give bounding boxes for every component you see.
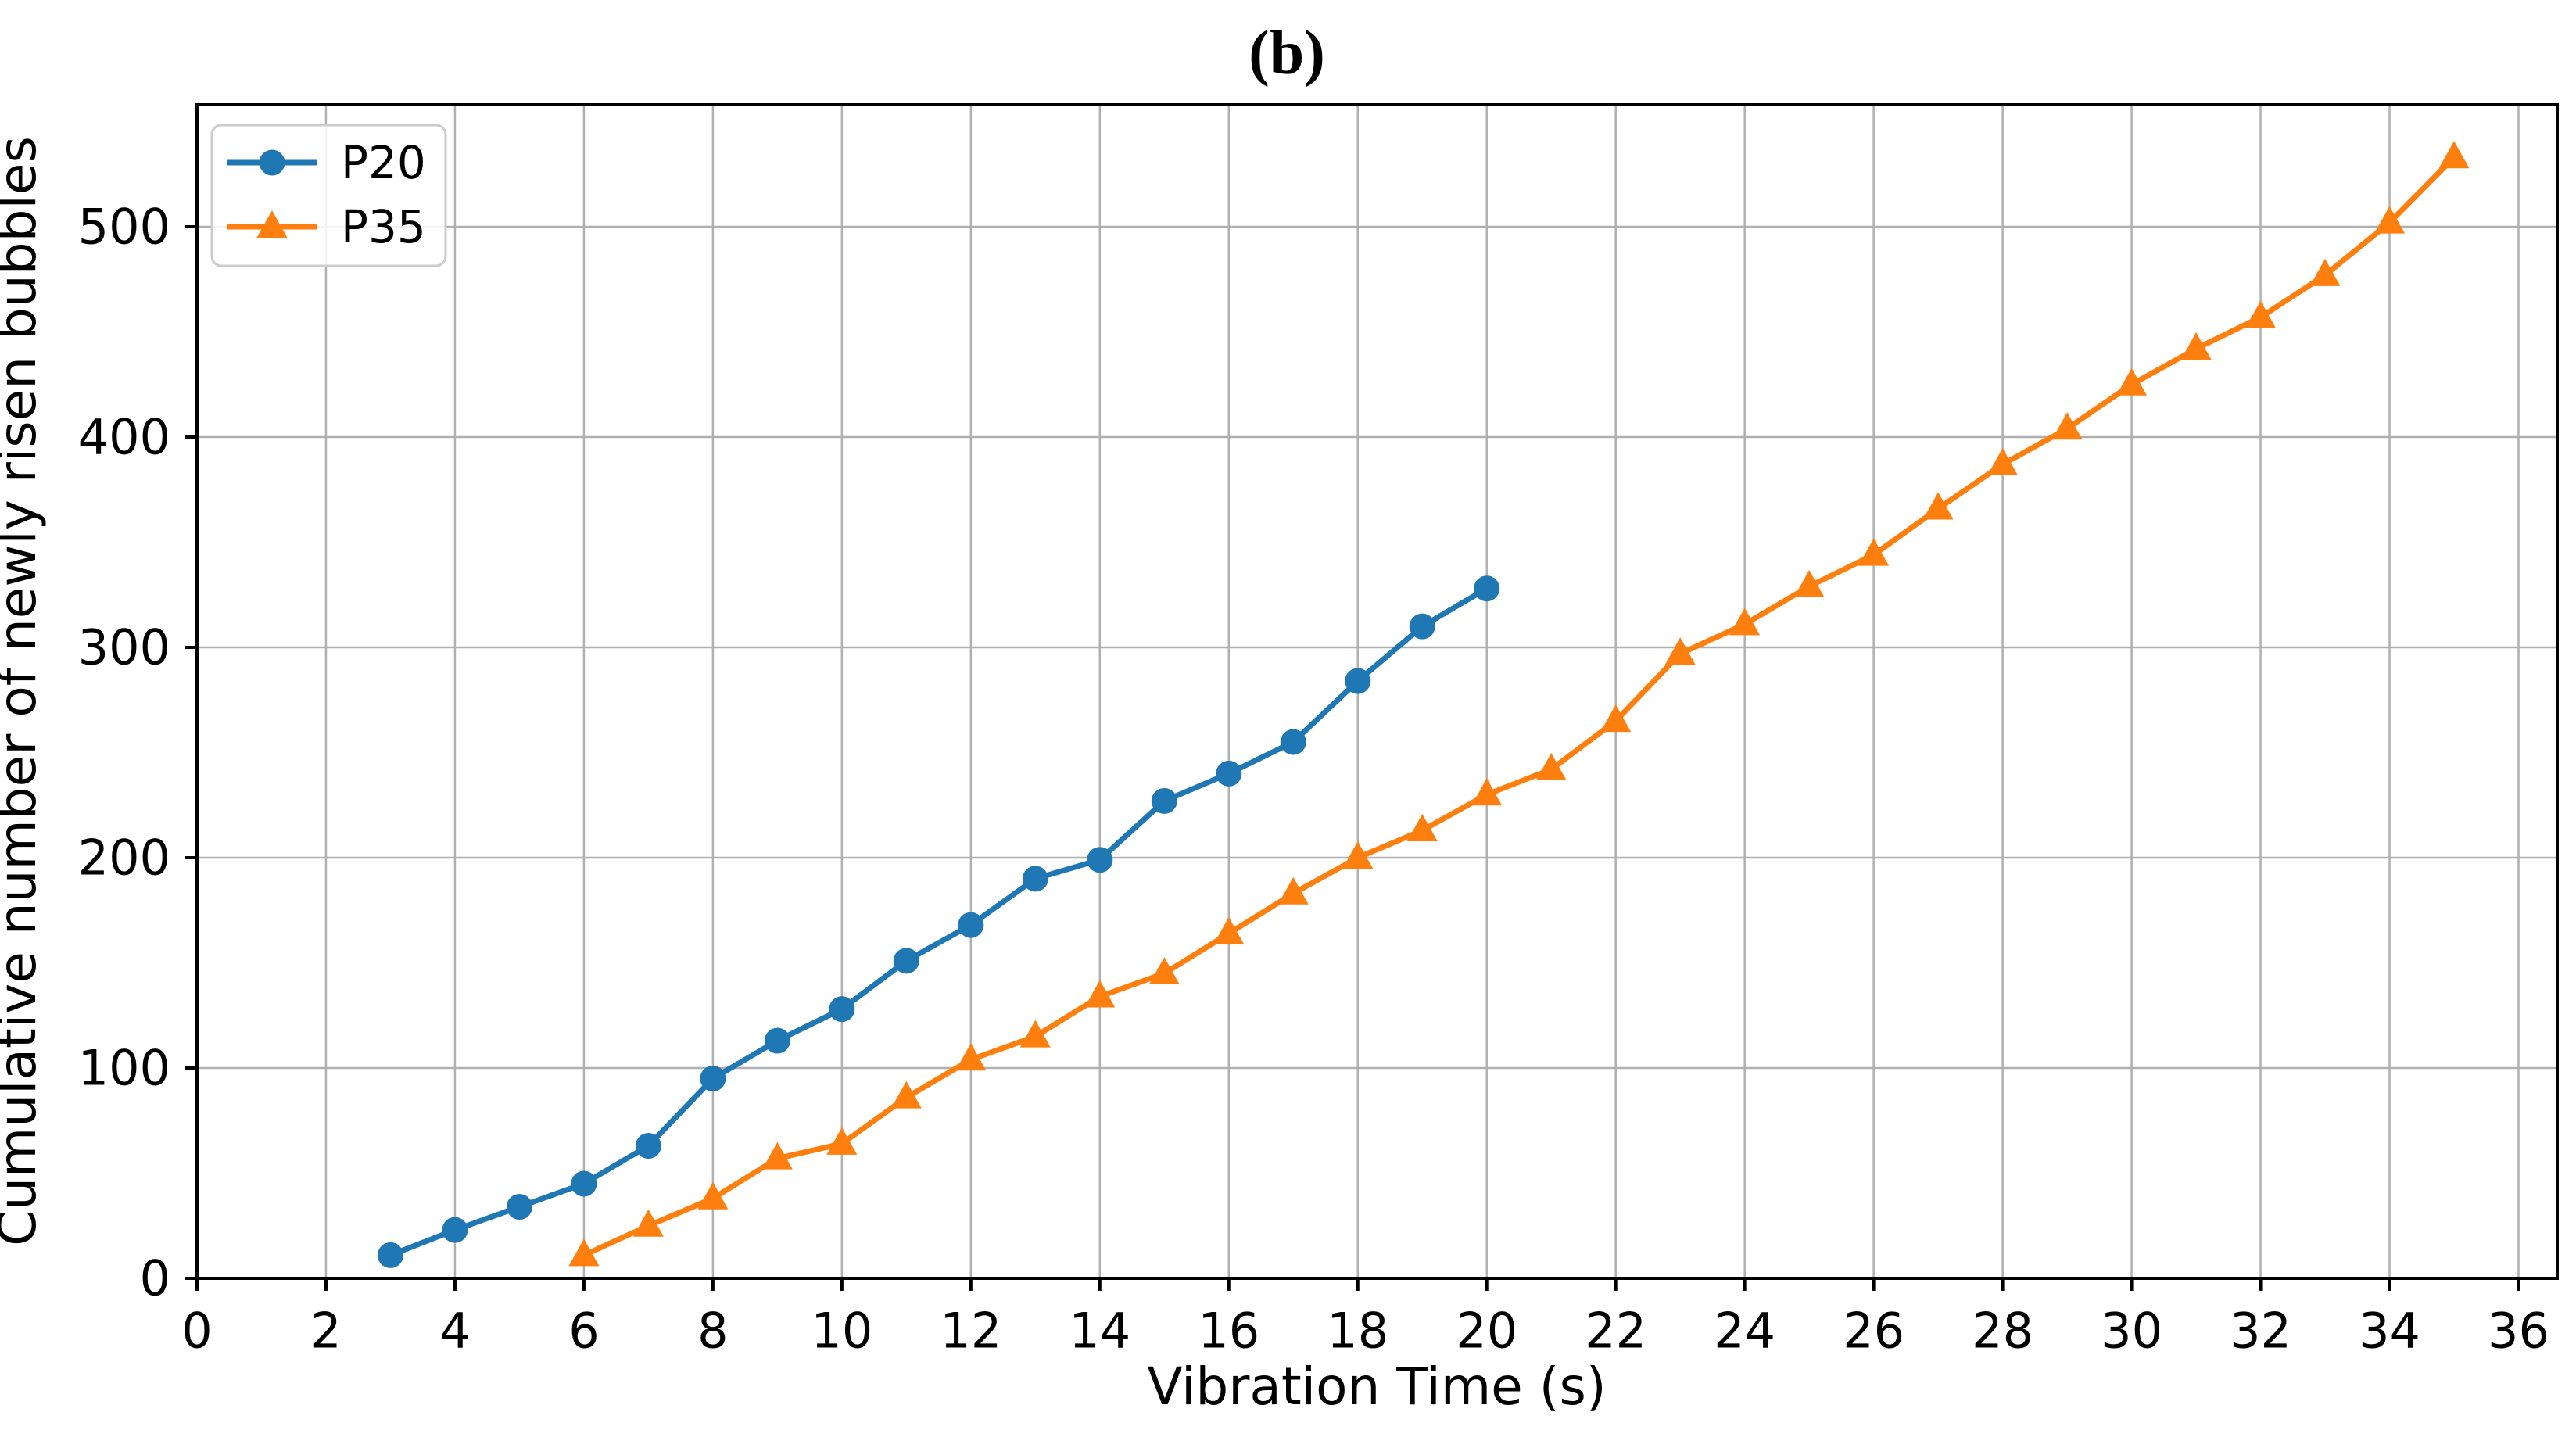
p35-marker-x16 <box>1213 916 1245 944</box>
chart-title: (b) <box>1249 19 1325 88</box>
y-tick-label-500: 500 <box>78 199 170 256</box>
p35-marker-x35 <box>2438 141 2470 169</box>
p35-marker-x12 <box>955 1043 987 1071</box>
p35-marker-x25 <box>1793 570 1825 598</box>
p20-line <box>387 586 1490 1258</box>
p35-marker-x19 <box>1406 814 1438 842</box>
p20-marker-x11 <box>893 948 919 974</box>
p20-marker-x16 <box>1216 760 1242 787</box>
p20-marker-x13 <box>1022 866 1048 892</box>
legend-sample-marker-p35 <box>256 210 288 238</box>
p35-marker-x31 <box>2180 332 2212 360</box>
y-tick-label-0: 0 <box>140 1250 170 1307</box>
p20-marker-x10 <box>829 996 855 1023</box>
p35-line <box>581 154 2457 1258</box>
x-tick-label-30: 30 <box>2101 1302 2162 1359</box>
y-tick-label-400: 400 <box>78 409 170 466</box>
x-tick-label-14: 14 <box>1069 1302 1130 1359</box>
p35-marker-x9 <box>761 1141 793 1170</box>
p35-marker-x29 <box>2051 412 2083 440</box>
legend-samples <box>227 149 317 238</box>
x-tick-label-28: 28 <box>1972 1302 2033 1359</box>
p20-marker-x18 <box>1345 668 1371 694</box>
p20-marker-x9 <box>764 1027 790 1054</box>
p20-marker-x6 <box>571 1170 597 1197</box>
y-tick-label-100: 100 <box>78 1040 170 1097</box>
p20-marker-x8 <box>700 1065 726 1091</box>
y-tick-label-300: 300 <box>78 619 170 676</box>
legend-label-p35: P35 <box>341 200 426 253</box>
y-axis-label: Cumulative number of newly risen bubbles <box>0 136 48 1246</box>
p20-marker-x20 <box>1474 575 1500 602</box>
p20-marker-x3 <box>377 1242 403 1268</box>
x-tick-label-8: 8 <box>697 1302 728 1359</box>
p35-marker-x22 <box>1600 704 1632 733</box>
p35-marker-x23 <box>1664 637 1696 665</box>
p20-marker-x17 <box>1280 729 1306 755</box>
p35-marker-x6 <box>568 1238 600 1267</box>
x-axis-ticks: 0 2 4 6 8 10 12 14 16 18 20 22 24 26 28 30 32 34 36 <box>181 1278 2549 1359</box>
legend-sample-marker-p20 <box>259 149 285 176</box>
p20-marker-x19 <box>1409 613 1435 640</box>
p35-marker-x13 <box>1019 1020 1051 1048</box>
p20-marker-x14 <box>1087 847 1113 873</box>
series-p20 <box>377 575 1500 1268</box>
p35-marker-x7 <box>632 1209 664 1237</box>
p20-marker-x7 <box>635 1133 661 1159</box>
p35-marker-x14 <box>1084 980 1116 1008</box>
p35-marker-x11 <box>890 1081 922 1109</box>
x-tick-label-12: 12 <box>940 1302 1001 1359</box>
p35-marker-x33 <box>2309 258 2341 286</box>
series-p35 <box>568 141 2470 1267</box>
p35-marker-x21 <box>1535 753 1567 781</box>
p20-marker-x4 <box>442 1217 468 1243</box>
y-axis-ticks: 0 100 200 300 400 500 <box>78 199 197 1307</box>
legend-label-p20: P20 <box>341 136 426 189</box>
p35-marker-x26 <box>1858 538 1890 566</box>
p35-marker-x8 <box>697 1181 729 1210</box>
x-tick-label-10: 10 <box>811 1302 872 1359</box>
legend: P20 P35 <box>210 124 447 267</box>
x-tick-label-18: 18 <box>1327 1302 1388 1359</box>
x-tick-label-26: 26 <box>1843 1302 1904 1359</box>
x-tick-label-32: 32 <box>2230 1302 2291 1359</box>
plot-border <box>195 103 2559 1280</box>
p35-marker-x27 <box>1922 492 1954 520</box>
x-tick-label-36: 36 <box>2488 1302 2549 1359</box>
p35-marker-x24 <box>1729 607 1761 636</box>
x-axis-label: Vibration Time (s) <box>1147 1357 1606 1417</box>
x-tick-label-24: 24 <box>1714 1302 1775 1359</box>
p35-marker-x32 <box>2245 300 2277 328</box>
x-tick-label-22: 22 <box>1585 1302 1646 1359</box>
x-tick-label-6: 6 <box>568 1302 599 1359</box>
p20-marker-x15 <box>1151 787 1177 814</box>
x-tick-label-16: 16 <box>1198 1302 1259 1359</box>
p35-marker-x18 <box>1342 841 1374 869</box>
p35-marker-x28 <box>1987 447 2019 475</box>
series-layer <box>377 141 2470 1268</box>
x-tick-label-0: 0 <box>181 1302 212 1359</box>
x-tick-label-34: 34 <box>2359 1302 2420 1359</box>
p35-marker-x15 <box>1148 956 1180 984</box>
p20-marker-x12 <box>958 912 984 938</box>
y-tick-label-200: 200 <box>78 830 170 887</box>
p35-marker-x10 <box>826 1127 858 1155</box>
p35-marker-x17 <box>1277 876 1309 905</box>
p35-marker-x20 <box>1471 778 1503 806</box>
x-tick-label-4: 4 <box>439 1302 470 1359</box>
x-tick-label-20: 20 <box>1456 1302 1517 1359</box>
p20-marker-x5 <box>506 1194 532 1220</box>
x-tick-label-2: 2 <box>310 1302 341 1359</box>
p35-marker-x30 <box>2116 367 2148 396</box>
gridlines <box>195 105 2557 1280</box>
p35-marker-x34 <box>2374 206 2406 234</box>
